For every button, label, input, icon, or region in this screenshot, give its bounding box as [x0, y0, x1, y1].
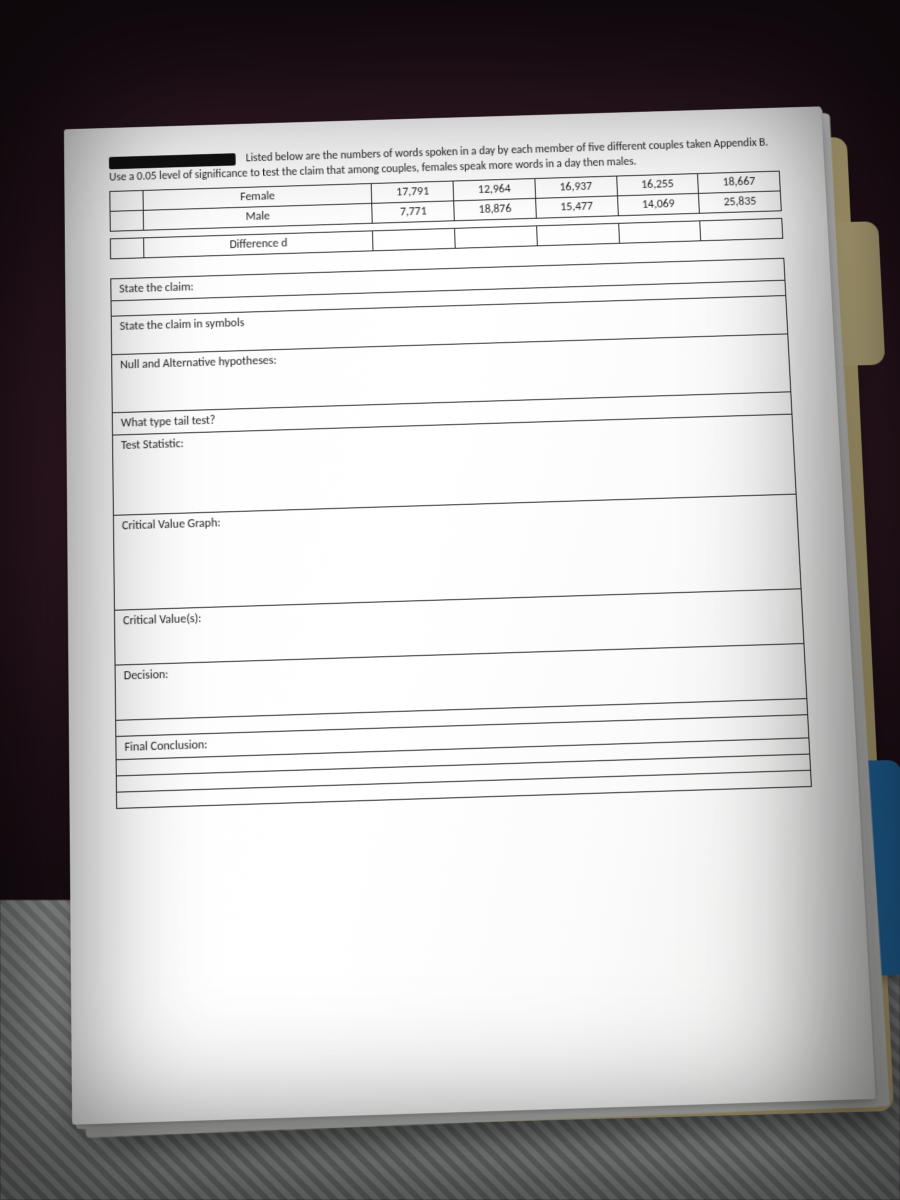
cell-male-4: 14,069	[617, 193, 700, 215]
cell-female-5: 18,667	[698, 171, 781, 193]
data-table: Female 17,791 12,964 16,937 16,255 18,66…	[109, 171, 783, 260]
table-stub-cell	[110, 190, 143, 211]
folder-tab	[835, 221, 885, 366]
cell-female-4: 16,255	[616, 174, 698, 196]
paper-stack: Listed below are the numbers of words sp…	[64, 106, 876, 1124]
cell-male-2: 18,876	[454, 198, 536, 220]
worksheet-page: Listed below are the numbers of words sp…	[64, 106, 876, 1124]
cell-diff-2	[455, 226, 538, 248]
cell-diff-3	[537, 223, 620, 245]
label-decision: Decision:	[124, 668, 169, 683]
label-critical-values: Critical Value(s):	[123, 612, 202, 628]
cell-female-2: 12,964	[453, 179, 535, 201]
cell-male-5: 25,835	[699, 191, 782, 213]
cell-male-3: 15,477	[535, 196, 617, 218]
label-tail-test: What type tail test?	[121, 414, 216, 431]
label-null-alternative: Null and Alternative hypotheses:	[120, 354, 277, 372]
table-stub-cell	[110, 238, 144, 259]
label-state-claim-symbols: State the claim in symbols	[120, 316, 245, 333]
photo-background: Listed below are the numbers of words sp…	[0, 0, 900, 1200]
label-test-statistic: Test Statistic:	[121, 437, 184, 453]
answer-form: State the claim: State the claim in symb…	[110, 258, 812, 809]
cell-female-1: 17,791	[372, 181, 454, 203]
table-stub-cell	[110, 210, 143, 231]
label-final-conclusion: Final Conclusion:	[124, 738, 207, 755]
cell-diff-5	[700, 218, 783, 240]
cell-female-3: 16,937	[535, 176, 617, 198]
cell-diff-1	[373, 228, 455, 250]
cell-male-1: 7,771	[372, 201, 454, 223]
cell-diff-4	[618, 221, 701, 243]
label-critical-value-graph: Critical Value Graph:	[122, 516, 221, 533]
label-state-claim: State the claim:	[119, 281, 194, 297]
